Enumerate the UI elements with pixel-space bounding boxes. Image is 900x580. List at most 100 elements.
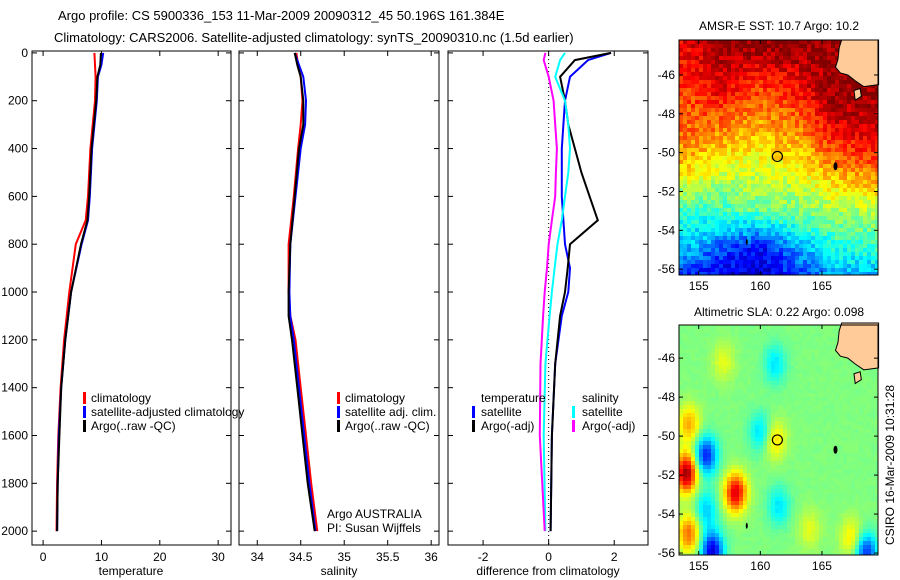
heatmap-cell	[679, 365, 684, 370]
heatmap-cell	[743, 216, 748, 221]
heatmap-cell	[711, 152, 716, 157]
heatmap-cell	[779, 92, 784, 97]
heatmap-cell	[799, 457, 804, 462]
heatmap-cell	[679, 453, 684, 458]
heatmap-cell	[707, 56, 712, 61]
heatmap-cell	[699, 196, 704, 201]
heatmap-cell	[767, 220, 772, 225]
heatmap-cell	[815, 84, 820, 89]
heatmap-cell	[811, 128, 816, 133]
heatmap-cell	[691, 413, 696, 418]
heatmap-cell	[867, 204, 872, 209]
heatmap-cell	[787, 108, 792, 113]
heatmap-cell	[775, 116, 780, 121]
heatmap-cell	[683, 112, 688, 117]
heatmap-cell	[811, 236, 816, 241]
heatmap-cell	[743, 329, 748, 334]
heatmap-cell	[831, 128, 836, 133]
heatmap-cell	[711, 457, 716, 462]
heatmap-cell	[815, 325, 820, 330]
heatmap-cell	[711, 172, 716, 177]
heatmap-cell	[843, 164, 848, 169]
heatmap-cell	[727, 196, 732, 201]
heatmap-cell	[819, 220, 824, 225]
y-tick-label: 1200	[1, 333, 28, 347]
heatmap-cell	[867, 108, 872, 113]
heatmap-cell	[839, 176, 844, 181]
heatmap-cell	[727, 401, 732, 406]
heatmap-cell	[747, 449, 752, 454]
heatmap-cell	[707, 44, 712, 49]
heatmap-cell	[743, 453, 748, 458]
heatmap-cell	[759, 212, 764, 217]
heatmap-cell	[727, 453, 732, 458]
heatmap-cell	[799, 192, 804, 197]
heatmap-cell	[703, 365, 708, 370]
heatmap-cell	[783, 204, 788, 209]
heatmap-cell	[699, 437, 704, 442]
heatmap-cell	[855, 248, 860, 253]
heatmap-cell	[791, 212, 796, 217]
heatmap-cell	[787, 48, 792, 53]
heatmap-cell	[779, 104, 784, 109]
heatmap-cell	[807, 172, 812, 177]
heatmap-cell	[747, 361, 752, 366]
heatmap-cell	[827, 333, 832, 338]
heatmap-cell	[871, 445, 876, 450]
heatmap-cell	[819, 441, 824, 446]
heatmap-cell	[807, 345, 812, 350]
heatmap-cell	[723, 373, 728, 378]
heatmap-cell	[755, 188, 760, 193]
map-frame	[678, 39, 879, 276]
heatmap-cell	[707, 401, 712, 406]
heatmap-cell	[695, 365, 700, 370]
heatmap-cell	[847, 244, 852, 249]
heatmap-cell	[819, 341, 824, 346]
heatmap-cell	[695, 44, 700, 49]
heatmap-cell	[815, 381, 820, 386]
heatmap-cell	[875, 192, 879, 197]
heatmap-cell	[715, 433, 720, 438]
heatmap-cell	[747, 429, 752, 434]
heatmap-cell	[679, 389, 684, 394]
heatmap-cell	[727, 132, 732, 137]
heatmap-cell	[811, 244, 816, 249]
heatmap-cell	[823, 256, 828, 261]
heatmap-cell	[799, 453, 804, 458]
heatmap-cell	[875, 413, 879, 418]
heatmap-cell	[867, 429, 872, 434]
heatmap-cell	[751, 421, 756, 426]
heatmap-cell	[831, 152, 836, 157]
heatmap-cell	[775, 44, 780, 49]
heatmap-cell	[783, 44, 788, 49]
heatmap-cell	[831, 232, 836, 237]
heatmap-cell	[763, 429, 768, 434]
heatmap-cell	[835, 184, 840, 189]
heatmap-cell	[739, 353, 744, 358]
heatmap-cell	[843, 381, 848, 386]
heatmap-cell	[823, 329, 828, 334]
heatmap-cell	[795, 172, 800, 177]
heatmap-cell	[707, 164, 712, 169]
heatmap-cell	[847, 232, 852, 237]
heatmap-cell	[771, 268, 776, 273]
heatmap-cell	[787, 268, 792, 273]
heatmap-cell	[707, 68, 712, 73]
heatmap-cell	[775, 425, 780, 430]
heatmap-cell	[871, 176, 876, 181]
heatmap-cell	[775, 329, 780, 334]
heatmap-cell	[791, 473, 796, 478]
heatmap-cell	[803, 345, 808, 350]
heatmap-cell	[739, 445, 744, 450]
heatmap-cell	[699, 405, 704, 410]
heatmap-cell	[743, 393, 748, 398]
heatmap-cell	[803, 264, 808, 269]
heatmap-cell	[711, 72, 716, 77]
heatmap-cell	[699, 96, 704, 101]
heatmap-cell	[807, 401, 812, 406]
heatmap-cell	[683, 437, 688, 442]
heatmap-cell	[807, 325, 812, 330]
heatmap-cell	[715, 405, 720, 410]
heatmap-cell	[763, 72, 768, 77]
heatmap-cell	[799, 361, 804, 366]
